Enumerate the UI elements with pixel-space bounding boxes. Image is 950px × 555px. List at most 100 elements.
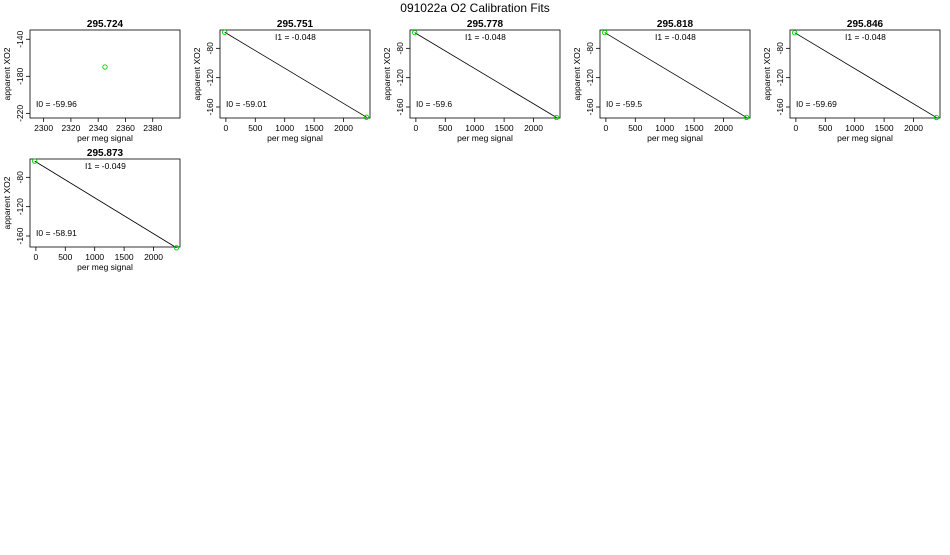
plot-frame: [29, 29, 181, 119]
panels-group: 295.724 2300 2320 2340 2360 2380 -140 -180 -220 p…: [2, 19, 941, 272]
y-tick-label: -80: [15, 171, 25, 184]
data-point: [32, 158, 38, 164]
x-axis-label: per meg signal: [267, 133, 323, 143]
x-tick-label: 0: [224, 123, 229, 133]
chart-panel-5: 295.846 0 500 1000 1500 2000 -80 -120 -160 per me…: [762, 19, 941, 143]
y-axis-label: apparent XO2: [2, 176, 12, 229]
data-point: [743, 114, 750, 121]
y-tick-label: -120: [395, 69, 405, 86]
x-tick-label: 2000: [524, 123, 543, 133]
x-axis-label: per meg signal: [77, 262, 133, 272]
data-point: [102, 64, 108, 70]
x-axis-label: per meg signal: [77, 133, 133, 143]
x-tick-label: 2320: [61, 123, 80, 133]
x-tick-label: 500: [628, 123, 642, 133]
data-point: [602, 29, 608, 36]
chart-panel-2: 295.751 0 500 1000 1500 2000 -80 -120 -160 per me…: [192, 19, 371, 143]
i0-annotation: I0 = -59.6: [416, 99, 452, 109]
x-tick-label: 1500: [875, 123, 894, 133]
chart-panel-6: 295.873 0 500 1000 1500 2000 -80 -120 -160 per me…: [2, 148, 181, 272]
y-tick-label: -80: [205, 42, 215, 55]
x-axis-label: per meg signal: [457, 133, 513, 143]
y-tick-label: -80: [585, 42, 595, 55]
i0-annotation: I0 = -59.5: [606, 99, 642, 109]
x-tick-label: 2000: [714, 123, 733, 133]
panel-title: 295.873: [87, 148, 124, 159]
data-point: [553, 114, 560, 121]
chart-panel-4: 295.818 0 500 1000 1500 2000 -80 -120 -160 per me…: [572, 19, 751, 143]
x-tick-label: 0: [794, 123, 799, 133]
panel-title: 295.846: [847, 19, 884, 30]
y-tick-label: -140: [15, 30, 25, 47]
plot-frame: [29, 158, 181, 248]
panel-title: 295.778: [467, 19, 504, 30]
x-tick-label: 500: [818, 123, 832, 133]
y-tick-label: -220: [15, 105, 25, 122]
y-axis-label: apparent XO2: [192, 47, 202, 100]
y-tick-label: -120: [585, 69, 595, 86]
plot-frame: [789, 29, 941, 119]
x-tick-label: 1500: [305, 123, 324, 133]
i1-annotation: I1 = -0.048: [275, 32, 316, 42]
x-tick-label: 1000: [845, 123, 864, 133]
y-tick-label: -160: [395, 98, 405, 115]
fit-line: [794, 32, 937, 118]
x-tick-label: 2340: [89, 123, 108, 133]
fit-line: [34, 160, 177, 249]
chart-panel-3: 295.778 0 500 1000 1500 2000 -80 -120 -160 per me…: [382, 19, 561, 143]
plot-frame: [599, 29, 751, 119]
y-tick-label: -120: [205, 69, 215, 86]
x-tick-label: 2000: [334, 123, 353, 133]
chart-panel-1: 295.724 2300 2320 2340 2360 2380 -140 -180 -220 p…: [2, 19, 181, 143]
y-tick-label: -160: [15, 227, 25, 244]
y-tick-label: -80: [775, 42, 785, 55]
data-point: [363, 114, 370, 120]
x-tick-label: 1000: [655, 123, 674, 133]
x-tick-label: 500: [248, 123, 262, 133]
i0-annotation: I0 = -59.69: [796, 99, 837, 109]
x-tick-label: 0: [34, 252, 39, 262]
panel-title: 295.751: [277, 19, 314, 30]
y-tick-label: -80: [395, 42, 405, 55]
data-point: [173, 245, 180, 251]
x-tick-label: 2360: [116, 123, 135, 133]
y-tick-label: -180: [15, 68, 25, 85]
x-tick-label: 2300: [34, 123, 53, 133]
x-tick-label: 2000: [144, 252, 163, 262]
i1-annotation: I1 = -0.048: [465, 32, 506, 42]
x-tick-label: 500: [438, 123, 452, 133]
fit-line: [224, 31, 367, 118]
y-tick-label: -160: [205, 98, 215, 115]
figure-title: 091022a O2 Calibration Fits: [400, 1, 549, 15]
y-tick-label: -120: [15, 198, 25, 215]
data-point: [412, 29, 418, 36]
i0-annotation: I0 = -59.96: [36, 99, 77, 109]
x-tick-label: 1500: [115, 252, 134, 262]
x-tick-label: 2000: [904, 123, 923, 133]
i1-annotation: I1 = -0.048: [845, 32, 886, 42]
y-tick-label: -160: [775, 98, 785, 115]
x-tick-label: 1000: [465, 123, 484, 133]
y-axis-label: apparent XO2: [382, 47, 392, 100]
x-tick-label: 1000: [275, 123, 294, 133]
panel-title: 295.818: [657, 19, 694, 30]
x-axis-label: per meg signal: [647, 133, 703, 143]
plot-frame: [219, 29, 371, 119]
x-tick-label: 1000: [85, 252, 104, 262]
x-axis-label: per meg signal: [837, 133, 893, 143]
fit-line: [414, 32, 557, 118]
data-point: [933, 114, 940, 121]
panel-title: 295.724: [87, 19, 124, 30]
x-tick-label: 0: [604, 123, 609, 133]
y-axis-label: apparent XO2: [762, 47, 772, 100]
x-tick-label: 0: [414, 123, 419, 133]
y-axis-label: apparent XO2: [2, 47, 12, 100]
x-tick-label: 1500: [495, 123, 514, 133]
fit-line: [604, 32, 747, 118]
y-tick-label: -160: [585, 98, 595, 115]
x-tick-label: 500: [58, 252, 72, 262]
x-tick-label: 2380: [143, 123, 162, 133]
i0-annotation: I0 = -58.91: [36, 228, 77, 238]
